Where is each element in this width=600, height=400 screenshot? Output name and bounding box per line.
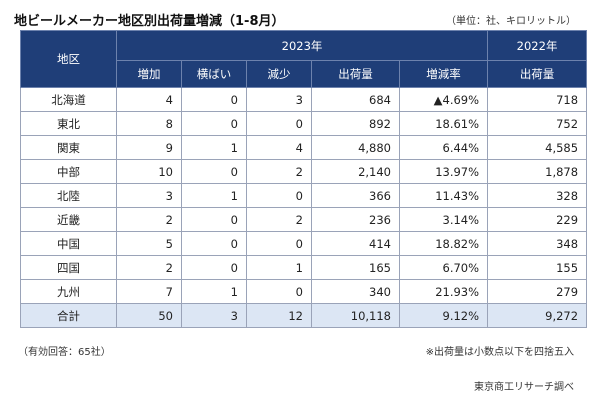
decrease-cell: 0 (246, 111, 312, 136)
header-flat: 横ばい (181, 60, 247, 88)
flat-cell: 1 (181, 135, 247, 160)
decrease-cell: 2 (246, 159, 312, 184)
table-row: 近畿 2 0 2 236 3.14% 229 (20, 207, 588, 232)
increase-cell: 4 (116, 87, 182, 112)
shipment-2022-cell: 328 (487, 183, 588, 208)
header-shipment-2023: 出荷量 (311, 60, 400, 88)
flat-cell: 1 (181, 183, 247, 208)
table-row: 関東 9 1 4 4,880 6.44% 4,585 (20, 135, 588, 160)
region-cell: 近畿 (20, 207, 117, 232)
region-cell: 四国 (20, 255, 117, 280)
shipment-2023-cell: 165 (311, 255, 400, 280)
increase-cell: 2 (116, 255, 182, 280)
change-rate-cell: 6.70% (398, 255, 489, 280)
shipment-2022-cell: 279 (487, 279, 588, 304)
header-decrease: 減少 (246, 60, 312, 88)
shipment-2022-cell: 229 (487, 207, 588, 232)
table-title: 地ビールメーカー地区別出荷量増減（1-8月） (14, 14, 285, 29)
header-increase: 増加 (116, 60, 182, 88)
shipment-2023-cell: 684 (311, 87, 400, 112)
header-2022: 2022年 (487, 30, 588, 61)
increase-cell: 50 (116, 303, 182, 328)
shipment-2022-cell: 1,878 (487, 159, 588, 184)
region-cell: 関東 (20, 135, 117, 160)
table-row: 北海道 4 0 3 684 ▲4.69% 718 (20, 87, 588, 112)
header-region: 地区 (20, 30, 117, 88)
valid-responses-note: （有効回答：65社） (18, 347, 111, 358)
shipment-2023-cell: 340 (311, 279, 400, 304)
change-rate-cell: 11.43% (398, 183, 489, 208)
shipment-2022-cell: 9,272 (487, 303, 588, 328)
header-shipment-2022: 出荷量 (487, 60, 588, 88)
decrease-cell: 4 (246, 135, 312, 160)
decrease-cell: 0 (246, 183, 312, 208)
shipment-2023-cell: 366 (311, 183, 400, 208)
decrease-cell: 1 (246, 255, 312, 280)
region-cell: 東北 (20, 111, 117, 136)
shipment-2023-cell: 892 (311, 111, 400, 136)
shipment-2022-cell: 4,585 (487, 135, 588, 160)
decrease-cell: 0 (246, 279, 312, 304)
shipment-2023-cell: 10,118 (311, 303, 400, 328)
flat-cell: 0 (181, 111, 247, 136)
region-cell: 中部 (20, 159, 117, 184)
change-rate-cell: 21.93% (398, 279, 489, 304)
table-row: 九州 7 1 0 340 21.93% 279 (20, 279, 588, 304)
flat-cell: 0 (181, 207, 247, 232)
shipment-2023-cell: 236 (311, 207, 400, 232)
change-rate-cell: 3.14% (398, 207, 489, 232)
decrease-cell: 2 (246, 207, 312, 232)
region-cell: 合計 (20, 303, 117, 328)
flat-cell: 3 (181, 303, 247, 328)
increase-cell: 3 (116, 183, 182, 208)
change-rate-cell: 6.44% (398, 135, 489, 160)
change-rate-cell: 18.61% (398, 111, 489, 136)
increase-cell: 9 (116, 135, 182, 160)
table-row: 中部 10 0 2 2,140 13.97% 1,878 (20, 159, 588, 184)
unit-note: （単位：社、キロリットル） (446, 16, 576, 27)
table-body: 北海道 4 0 3 684 ▲4.69% 718 東北 8 0 0 892 18.61% 752 関東 9 1 4… (20, 87, 588, 328)
table-row: 東北 8 0 0 892 18.61% 752 (20, 111, 588, 136)
decrease-cell: 0 (246, 231, 312, 256)
decrease-cell: 3 (246, 87, 312, 112)
region-cell: 中国 (20, 231, 117, 256)
shipment-table: 地区 2023年 2022年 増加 横ばい 減少 出荷量 増減率 出荷量 北海道… (20, 30, 588, 328)
table-row: 北陸 3 1 0 366 11.43% 328 (20, 183, 588, 208)
shipment-2022-cell: 348 (487, 231, 588, 256)
increase-cell: 10 (116, 159, 182, 184)
shipment-2023-cell: 414 (311, 231, 400, 256)
change-rate-cell: ▲4.69% (398, 87, 489, 112)
increase-cell: 5 (116, 231, 182, 256)
change-rate-cell: 18.82% (398, 231, 489, 256)
region-cell: 九州 (20, 279, 117, 304)
region-cell: 北陸 (20, 183, 117, 208)
shipment-2022-cell: 752 (487, 111, 588, 136)
total-row: 合計 50 3 12 10,118 9.12% 9,272 (20, 303, 588, 328)
increase-cell: 7 (116, 279, 182, 304)
increase-cell: 2 (116, 207, 182, 232)
flat-cell: 0 (181, 255, 247, 280)
region-cell: 北海道 (20, 87, 117, 112)
table-row: 中国 5 0 0 414 18.82% 348 (20, 231, 588, 256)
shipment-2023-cell: 2,140 (311, 159, 400, 184)
header-change-rate: 増減率 (398, 60, 489, 88)
rounding-note: ※出荷量は小数点以下を四捨五入 (425, 347, 574, 358)
flat-cell: 1 (181, 279, 247, 304)
increase-cell: 8 (116, 111, 182, 136)
change-rate-cell: 9.12% (398, 303, 489, 328)
table-row: 四国 2 0 1 165 6.70% 155 (20, 255, 588, 280)
decrease-cell: 12 (246, 303, 312, 328)
source-note: 東京商工リサーチ調べ (474, 382, 574, 393)
shipment-2022-cell: 155 (487, 255, 588, 280)
change-rate-cell: 13.97% (398, 159, 489, 184)
flat-cell: 0 (181, 159, 247, 184)
shipment-2023-cell: 4,880 (311, 135, 400, 160)
flat-cell: 0 (181, 231, 247, 256)
shipment-2022-cell: 718 (487, 87, 588, 112)
flat-cell: 0 (181, 87, 247, 112)
header-2023: 2023年 (115, 30, 489, 61)
